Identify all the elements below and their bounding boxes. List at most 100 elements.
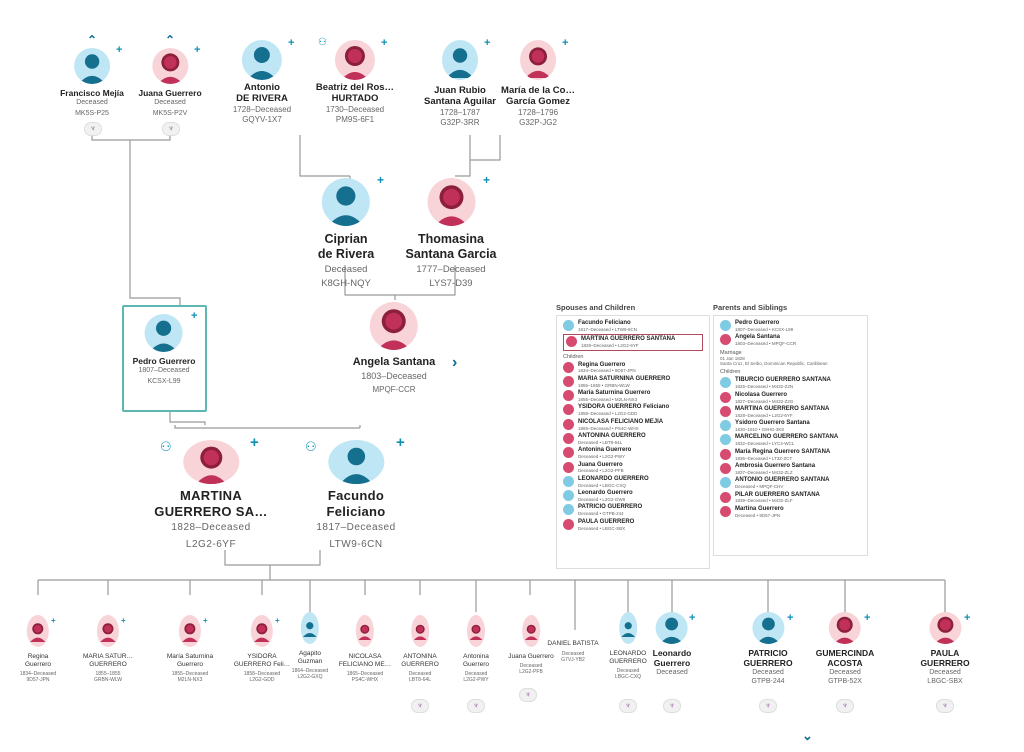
person-card-juan-rubio[interactable]: Juan Rubio Santana Aguilar 1728–1787 G32…: [424, 40, 496, 129]
child-row[interactable]: YSIDORA GUERRERO Feliciano 1858–Deceased …: [563, 404, 703, 416]
person-card-ciprian-de-rivera[interactable]: Ciprian de Rivera Deceased K8GH-NQY: [318, 178, 374, 291]
plus-icon[interactable]: +: [121, 616, 126, 625]
sibling-row[interactable]: ANTONIO GUERRERO SANTANA Deceased • MPQF-…: [720, 477, 861, 489]
person-card-child[interactable]: ANTONINA GUERRERO Deceased LBT8-64L: [401, 615, 439, 684]
plus-icon[interactable]: +: [787, 612, 794, 624]
plus-icon[interactable]: +: [396, 434, 405, 451]
plus-icon[interactable]: +: [377, 173, 385, 187]
plus-icon[interactable]: +: [381, 37, 388, 49]
child-row[interactable]: NICOLASA FELICIANO MEJIA 1865–Deceased • …: [563, 418, 703, 431]
tree-icon[interactable]: ♆: [411, 699, 429, 713]
sibling-row[interactable]: Martina Guerrero Deceased • 9D57-JPN: [720, 505, 861, 518]
plus-icon[interactable]: +: [964, 612, 971, 624]
child-row[interactable]: ANTONINA GUERRERO Deceased • LBT8-64L: [563, 432, 703, 445]
person-card-francisco-mejia[interactable]: Francisco Mejía Deceased MK5S-P25: [60, 48, 124, 118]
person-card-child[interactable]: GUMERCINDA ACOSTA Deceased GTPB-52X: [816, 612, 874, 687]
sibling-row[interactable]: MARCELINO GUERRERO SANTANA 1832–Deceased …: [720, 434, 861, 446]
plus-icon[interactable]: +: [191, 310, 198, 322]
plus-icon[interactable]: +: [562, 37, 569, 49]
person-lifespan: 1728–1787: [439, 107, 481, 117]
male-avatar-icon: [563, 475, 574, 487]
tree-icon[interactable]: ♆: [84, 122, 102, 136]
tree-icon[interactable]: ♆: [759, 699, 777, 713]
person-lifespan: 1864–Deceased: [291, 667, 329, 674]
parent-row[interactable]: Angela Santana 1803–Deceased • MPQF-CCR: [720, 334, 861, 346]
person-id: L2G2-GXQ: [297, 674, 323, 681]
child-row[interactable]: MARIA SATURNINA GUERRERO 1855–1855 • GRBN…: [563, 375, 703, 388]
person-card-child[interactable]: PAULA GUERRERO Deceased LBGC-SBX: [920, 612, 970, 687]
chevron-up-icon[interactable]: ⌃: [87, 33, 98, 47]
family-icon[interactable]: ⚇: [160, 439, 172, 454]
tree-icon[interactable]: ♆: [836, 699, 854, 713]
plus-icon[interactable]: +: [689, 612, 696, 624]
tree-icon[interactable]: ♆: [467, 699, 485, 713]
family-icon[interactable]: ⚇: [318, 37, 327, 48]
person-name: Thomasina Santana Garcia: [405, 232, 497, 261]
tree-icon[interactable]: ♆: [936, 699, 954, 713]
person-card-child[interactable]: Leonardo Guerrero Deceased: [653, 612, 691, 677]
plus-icon[interactable]: +: [203, 616, 208, 625]
person-lifespan: 1728–Deceased: [232, 104, 292, 114]
person-card-martina-guerrero[interactable]: MARTINA GUERRERO SA… 1828–Deceased L2G2-…: [154, 440, 267, 551]
child-row[interactable]: LEONARDO GUERRERO Deceased • LBGC-CXQ: [563, 475, 703, 488]
male-avatar-icon: [720, 420, 731, 432]
person-card-child[interactable]: LEONARDO GUERRERO Deceased LBGC-CXQ: [609, 612, 647, 681]
plus-icon[interactable]: +: [288, 37, 295, 49]
person-card-child[interactable]: PATRICIO GUERRERO Deceased GTPB-244: [743, 612, 793, 687]
person-card-pedro-guerrero[interactable]: Pedro Guerrero 1807–Deceased KCSX-L99: [133, 314, 195, 386]
child-row[interactable]: Regina Guerrero 1834–Deceased • 9D57-JPN: [563, 361, 703, 374]
tree-icon[interactable]: ♆: [619, 699, 637, 713]
plus-icon[interactable]: +: [275, 616, 280, 625]
sibling-row[interactable]: MARTINA GUERRERO SANTANA 1828–Deceased • …: [720, 405, 861, 418]
child-row[interactable]: María Saturnina Guerrero 1855–Deceased • …: [563, 390, 703, 402]
tree-icon[interactable]: ♆: [663, 699, 681, 713]
tree-icon[interactable]: ♆: [162, 122, 180, 136]
chevron-up-icon[interactable]: ⌃: [165, 33, 176, 47]
person-card-child[interactable]: María Saturnina Guerrero 1855–Deceased M…: [167, 615, 213, 684]
person-card-juana-guerrero[interactable]: Juana Guerrero Deceased MK5S-P2V: [138, 48, 202, 118]
person-card-child[interactable]: Agapito Guzman 1864–Deceased L2G2-GXQ: [292, 612, 328, 681]
person-card-child[interactable]: Regina Guerrero 1834–Deceased 9D57-JPN: [20, 615, 56, 684]
person-card-child[interactable]: DANIEL BATISTA Deceased G7VJ-YB2: [547, 640, 598, 664]
family-icon[interactable]: ⚇: [305, 439, 317, 454]
plus-icon[interactable]: +: [250, 434, 259, 451]
person-name: NICOLASA FELICIANO ME…: [338, 653, 392, 668]
plus-icon[interactable]: +: [51, 616, 56, 625]
sibling-row[interactable]: Ysidoro Guerrero Santana 1830–1910 • G9HG…: [720, 420, 861, 432]
child-row[interactable]: Leonardo Guerrero Deceased • L2G2-GW8: [563, 490, 703, 502]
person-card-maria-garcia-gomez[interactable]: María de la Co… García Gomez 1728–1796 G…: [501, 40, 575, 129]
sibling-row[interactable]: Nicolasa Guerrero 1827–Deceased • M432-Z2…: [720, 391, 861, 404]
female-avatar-icon: [356, 615, 374, 647]
person-card-child[interactable]: Antonina Guerrero Deceased L2G2-PWY: [463, 615, 489, 684]
child-row[interactable]: Juana Guerrero Deceased • L2G2-PFB: [563, 461, 703, 474]
chevron-down-icon[interactable]: ⌄: [802, 728, 813, 743]
child-row[interactable]: PATRICIO GUERRERO Deceased • GTPB-244: [563, 504, 703, 516]
person-card-child[interactable]: YSIDORA GUERRERO Feli… 1858–Deceased L2G…: [234, 615, 290, 684]
person-card-thomasina-santana[interactable]: Thomasina Santana Garcia 1777–Deceased L…: [405, 178, 497, 291]
plus-icon[interactable]: +: [194, 44, 201, 56]
sibling-row[interactable]: TIBURCIO GUERRERO SANTANA 1825–Deceased •…: [720, 377, 861, 389]
parent-row[interactable]: Pedro Guerrero 1807–Deceased • KCSX-L99: [720, 320, 861, 332]
chevron-right-icon[interactable]: ›: [452, 354, 458, 371]
plus-icon[interactable]: +: [484, 37, 491, 49]
person-card-facundo-feliciano[interactable]: Facundo Feliciano 1817–Deceased LTW9-6CN: [316, 440, 395, 551]
plus-icon[interactable]: +: [116, 44, 123, 56]
sibling-row[interactable]: Ambrosia Guerrero Santana 1837–Deceased •…: [720, 463, 861, 475]
tree-icon[interactable]: ♆: [519, 688, 537, 702]
spouse-row[interactable]: Facundo Feliciano 1817–Deceased • LTW9-6C…: [563, 320, 703, 332]
person-card-antonio-de-rivera[interactable]: Antonio DE RIVERA 1728–Deceased GQYV-1X7: [233, 40, 291, 126]
child-details: Deceased • LBT8-64L: [578, 439, 623, 445]
person-card-child[interactable]: NICOLASA FELICIANO ME… 1865–Deceased PS4…: [339, 615, 391, 684]
spouse-row-selected[interactable]: MARTINA GUERRERO SANTANA 1828–Deceased • …: [563, 334, 703, 351]
person-card-child[interactable]: MARIA SATUR… GUERRERO 1855–1855 GRBN-WLW: [83, 615, 133, 684]
child-row[interactable]: Antonina Guerrero Deceased • L2G2-PWY: [563, 447, 703, 459]
plus-icon[interactable]: +: [864, 612, 871, 624]
person-card-beatriz-hurtado[interactable]: Beatriz del Ros… HURTADO 1730–Deceased P…: [316, 40, 394, 126]
plus-icon[interactable]: +: [483, 173, 491, 187]
sibling-row[interactable]: PILAR GUERRERO SANTANA 1839–Deceased • M4…: [720, 491, 861, 504]
person-card-angela-santana[interactable]: Angela Santana 1803–Deceased MPQF-CCR: [353, 302, 435, 395]
sibling-row[interactable]: María Regina Guerrero SANTANA 1836–Deceas…: [720, 448, 861, 461]
person-card-child[interactable]: Juana Guerrero Deceased L2G2-PFB: [508, 615, 554, 676]
child-row[interactable]: PAULA GUERRERO Deceased • LBGC-SBX: [563, 518, 703, 531]
